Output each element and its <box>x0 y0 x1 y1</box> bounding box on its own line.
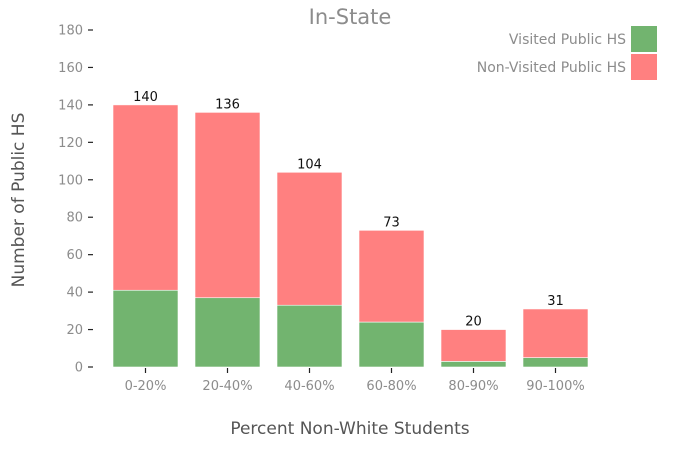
x-tick-label: 80-90% <box>448 379 498 394</box>
y-tick-label: 180 <box>58 24 83 39</box>
bar-total-label: 31 <box>547 294 564 309</box>
y-axis: 0 20 40 60 80 100 120 140 160 180 <box>58 24 93 376</box>
y-tick-label: 20 <box>66 323 83 338</box>
y-tick-label: 0 <box>75 361 83 376</box>
bar-total-label: 104 <box>297 157 322 172</box>
bar-total-label: 20 <box>465 315 482 330</box>
x-tick-label: 60-80% <box>366 379 416 394</box>
y-tick-label: 160 <box>58 61 83 76</box>
y-tick-label: 100 <box>58 173 83 188</box>
bar-total-label: 73 <box>383 215 400 230</box>
legend-label-visited: Visited Public HS <box>509 32 626 48</box>
y-axis-label: Number of Public HS <box>9 113 29 288</box>
x-tick-label: 90-100% <box>526 379 584 394</box>
bar-visited <box>522 357 589 368</box>
bar-non-visited <box>276 171 343 306</box>
legend-swatch-visited <box>631 26 657 52</box>
bar-visited <box>276 304 343 368</box>
bar-visited <box>440 361 507 368</box>
y-tick-label: 120 <box>58 136 83 151</box>
x-axis: 0-20% 20-40% 40-60% 60-80% 80-90% 90-100% <box>125 368 585 394</box>
bar-total-label: 136 <box>215 97 240 112</box>
legend-swatch-non-visited <box>631 54 657 80</box>
bar-visited <box>194 297 261 368</box>
bar-non-visited <box>194 112 261 299</box>
bar-total-label: 140 <box>133 90 158 105</box>
legend: Visited Public HS Non-Visited Public HS <box>477 26 657 80</box>
bar-non-visited <box>358 230 425 323</box>
y-tick-label: 80 <box>66 211 83 226</box>
x-axis-label: Percent Non-White Students <box>230 419 469 439</box>
x-tick-label: 40-60% <box>284 379 334 394</box>
y-tick-label: 40 <box>66 286 83 301</box>
bar-non-visited <box>440 329 507 362</box>
bar-non-visited <box>112 104 179 291</box>
chart-title: In-State <box>309 5 392 29</box>
y-tick-label: 60 <box>66 248 83 263</box>
legend-label-non-visited: Non-Visited Public HS <box>477 60 626 76</box>
plot-area: 140 136 104 73 20 31 <box>112 90 589 368</box>
x-tick-label: 0-20% <box>125 379 167 394</box>
bar-visited <box>358 321 425 368</box>
bar-non-visited <box>522 308 589 358</box>
bar-visited <box>112 289 179 368</box>
y-tick-label: 140 <box>58 98 83 113</box>
x-tick-label: 20-40% <box>202 379 252 394</box>
